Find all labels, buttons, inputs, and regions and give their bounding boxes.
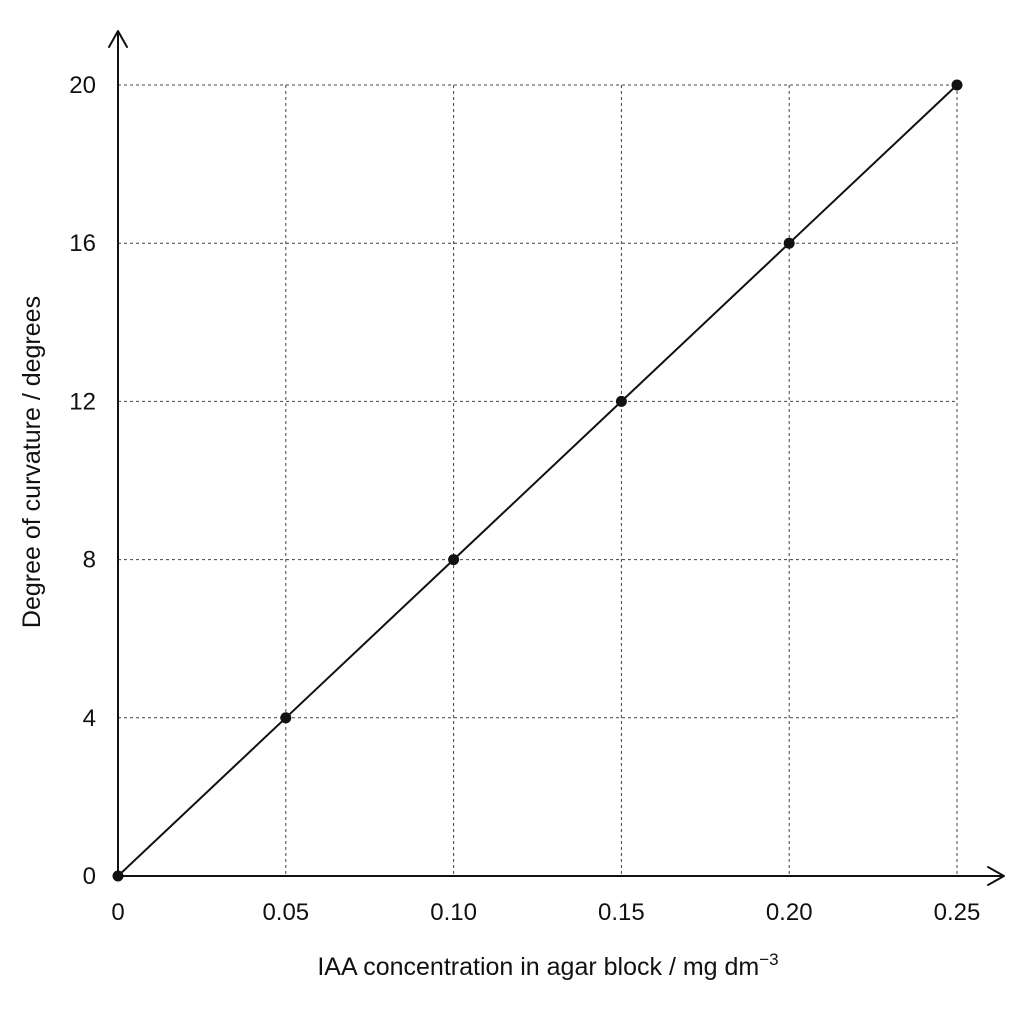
data-point [951, 79, 963, 91]
series-line [117, 84, 958, 877]
grid [118, 84, 958, 876]
data-point [783, 237, 795, 249]
x-tick-label: 0.15 [598, 899, 645, 926]
x-axis-arrow [987, 866, 1005, 886]
axes [108, 30, 1005, 886]
y-axis-title: Degree of curvature / degrees [18, 296, 46, 628]
x-tick-label: 0.20 [766, 899, 813, 926]
x-axis-title-superscript: −3 [759, 950, 778, 969]
y-tick-label: 16 [69, 230, 96, 257]
y-tick-labels: 0 4 8 12 16 20 [69, 72, 96, 890]
data-point [280, 712, 292, 724]
x-tick-label: 0.25 [934, 899, 981, 926]
y-tick-label: 8 [83, 547, 96, 574]
data-point [448, 554, 460, 566]
y-tick-label: 0 [83, 863, 96, 890]
x-tick-label: 0 [111, 899, 124, 926]
data-point [112, 870, 124, 882]
series [112, 79, 963, 882]
y-tick-label: 20 [69, 72, 96, 99]
data-point [615, 395, 627, 407]
y-axis-arrow [108, 30, 128, 48]
x-tick-label: 0.05 [262, 899, 309, 926]
x-tick-label: 0.10 [430, 899, 477, 926]
y-tick-label: 4 [83, 705, 96, 732]
x-axis-title-text: IAA concentration in agar block / mg dm [317, 953, 759, 981]
x-axis-title: IAA concentration in agar block / mg dm−… [317, 950, 778, 981]
x-tick-labels: 0 0.05 0.10 0.15 0.20 0.25 [111, 899, 980, 926]
y-tick-label: 12 [69, 388, 96, 415]
